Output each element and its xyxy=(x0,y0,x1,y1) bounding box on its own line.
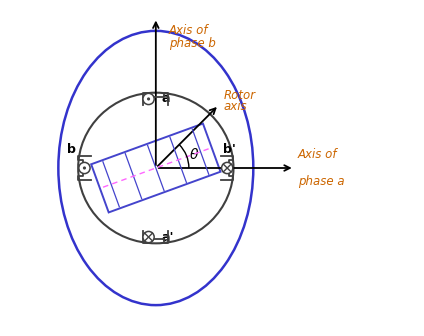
Circle shape xyxy=(147,97,150,100)
Text: a: a xyxy=(162,92,170,106)
Circle shape xyxy=(83,166,86,170)
Text: Axis of: Axis of xyxy=(298,149,338,161)
Circle shape xyxy=(143,93,154,104)
Text: a': a' xyxy=(162,230,174,244)
Text: phase b: phase b xyxy=(169,38,216,50)
Ellipse shape xyxy=(78,93,234,243)
Text: b': b' xyxy=(223,143,235,156)
Text: Axis of: Axis of xyxy=(169,24,209,37)
Circle shape xyxy=(222,162,233,174)
Circle shape xyxy=(143,232,154,243)
Text: phase a: phase a xyxy=(298,175,345,187)
Text: b: b xyxy=(67,143,76,156)
Polygon shape xyxy=(91,124,220,212)
Circle shape xyxy=(79,162,90,174)
Text: θ: θ xyxy=(190,148,198,162)
Text: axis: axis xyxy=(224,100,248,113)
Text: Rotor: Rotor xyxy=(224,89,256,101)
